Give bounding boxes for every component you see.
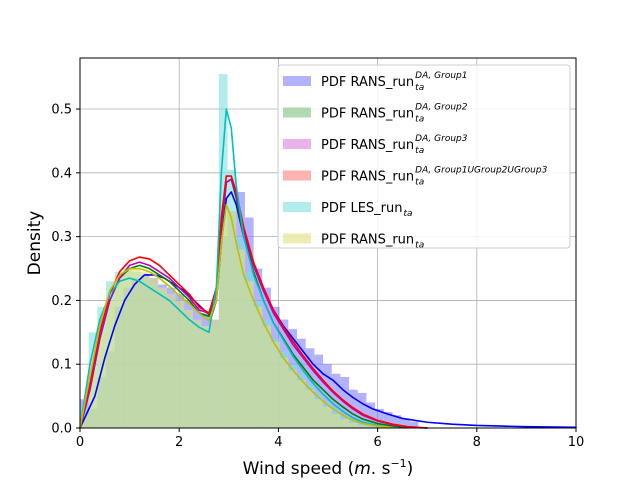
legend-swatch-5 [283,233,311,244]
hist-bar-s0-27 [314,354,324,428]
plot-frame [79,57,577,429]
density-curve-3 [79,175,429,429]
x-tick-label-1: 2 [175,435,183,450]
hist-bar-s0-36 [392,415,402,428]
legend-swatch-0 [283,76,311,86]
x-axis-label: Wind speed (m. s−1) [243,457,414,479]
x-tick-label-4: 8 [473,435,481,450]
hist-bar-s0-37 [401,418,410,428]
hist-bar-s0-38 [409,421,419,428]
density-curve-4 [79,108,394,429]
hist-bar-s5-16 [218,204,228,428]
hist-bar-s5-12 [184,309,193,428]
legend-sub-2: ta [415,146,424,156]
hist-bar-s5-33 [366,426,376,428]
legend-sub-4: ta [404,209,413,219]
hist-bar-s5-20 [253,306,263,428]
legend-label-1: PDF RANS_run [321,107,414,122]
hist-bar-s0-32 [357,392,367,428]
hist-bar-s5-22 [270,341,280,428]
hist-bar-s5-14 [201,325,211,428]
legend-label-3: PDF RANS_run [321,170,414,185]
legend-swatch-1 [283,107,311,118]
y-axis-ticks: 0.0 0.1 0.2 0.3 0.4 0.5 [51,103,80,437]
legend-sup-0: DA, Group1 [415,71,467,81]
hist-bar-s5-25 [297,380,306,428]
legend-sub-3: ta [415,178,424,188]
hist-bar-s5-8 [149,278,159,428]
legend-sub-5: ta [415,241,424,251]
hist-bar-s5-0 [80,415,89,428]
legend-swatch-4 [283,202,311,212]
hist-bar-s5-4 [114,274,124,428]
x-tick-label-0: 0 [76,435,84,450]
legend-label-0: PDF RANS_run [321,75,414,90]
density-curves [79,108,577,429]
y-tick-label-0: 0.0 [51,422,72,437]
hist-bar-s5-13 [192,319,202,428]
hist-bar-s5-31 [349,422,358,428]
legend-label-5: PDF RANS_run [321,233,414,248]
hist-bar-s5-24 [288,370,297,428]
legend-label-4: PDF LES_run [321,201,403,216]
legend-sub-1: ta [415,115,424,125]
y-tick-label-2: 0.2 [51,294,72,309]
hist-bar-s5-10 [166,294,176,428]
x-axis-ticks: 0 2 4 6 8 10 [76,428,584,450]
hist-bar-s5-5 [123,268,133,428]
legend-label-2: PDF RANS_run [321,138,414,153]
y-axis-label: Density [25,211,45,276]
hist-bar-s5-15 [210,319,219,428]
y-tick-label-1: 0.1 [51,358,72,373]
hist-bar-s0-33 [366,402,376,428]
hist-bar-s5-28 [323,406,332,428]
hist-bar-s5-23 [279,357,289,428]
density-curve-2 [79,178,429,429]
y-tick-label-3: 0.3 [51,230,72,245]
hist-bar-s5-27 [314,399,324,428]
hist-bar-s5-21 [262,325,271,428]
legend-sup-3: DA, Group1UGroup2UGroup3 [415,166,547,176]
hist-bar-s5-7 [140,271,150,428]
hist-bar-s0-35 [383,412,393,428]
legend-sub-0: ta [415,83,424,93]
legend-box [277,64,571,249]
hist-bar-s5-17 [227,211,237,428]
legend-swatch-3 [283,170,311,181]
x-tick-label-2: 4 [274,435,282,450]
legend-sup-2: DA, Group3 [415,134,468,144]
hist-bar-s5-11 [175,300,185,428]
hist-bar-s5-29 [331,413,341,428]
hist-bar-s0-34 [375,408,384,428]
y-tick-label-5: 0.5 [51,103,72,118]
hist-bar-s5-26 [305,389,315,428]
hist-bar-s5-19 [244,281,254,428]
hist-bar-s5-32 [357,425,367,428]
density-curve-5 [79,203,394,429]
hist-bar-s0-28 [323,364,332,428]
hist-bar-s5-18 [236,249,245,428]
hist-bar-s5-30 [340,419,350,428]
hist-bar-s5-2 [97,332,107,428]
hist-bar-s4-33 [366,425,376,428]
hist-bar-s5-3 [106,300,115,428]
hist-bar-s5-6 [132,268,141,428]
y-tick-label-4: 0.4 [51,166,72,181]
legend-sup-1: DA, Group2 [415,103,468,113]
hist-bar-s5-9 [158,287,167,428]
histogram-bars [80,73,419,428]
x-tick-label-5: 10 [568,435,585,450]
x-tick-label-3: 6 [373,435,381,450]
legend-swatch-2 [283,139,311,149]
